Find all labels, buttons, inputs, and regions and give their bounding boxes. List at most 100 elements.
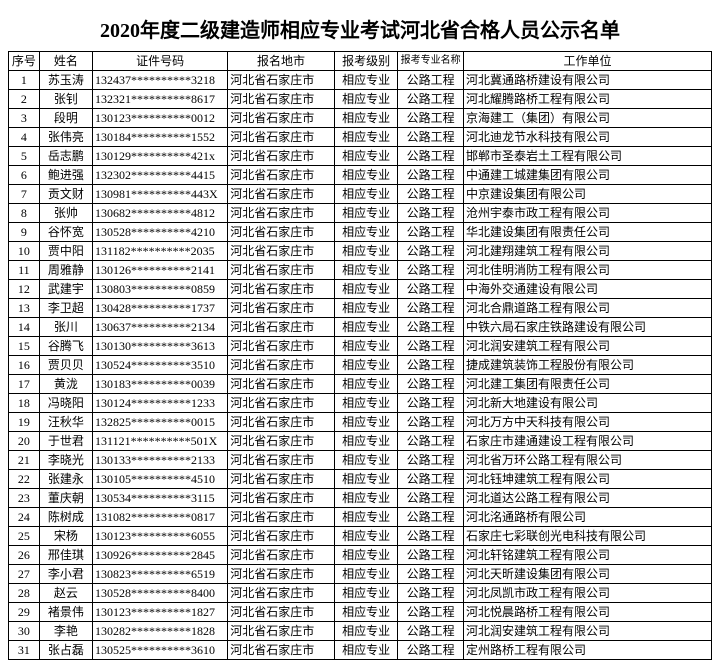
table-cell: 相应专业 (334, 508, 398, 527)
table-row: 8张帅130682**********4812河北省石家庄市相应专业公路工程沧州… (9, 204, 712, 223)
table-cell: 28 (9, 584, 40, 603)
table-cell: 河北省石家庄市 (228, 299, 335, 318)
table-cell: 130282**********1828 (93, 622, 228, 641)
table-cell: 冯晓阳 (39, 394, 92, 413)
col-id: 证件号码 (93, 52, 228, 71)
table-cell: 捷成建筑装饰工程股份有限公司 (463, 356, 711, 375)
table-cell: 邯郸市圣泰岩土工程有限公司 (463, 147, 711, 166)
table-cell: 河北建工集团有限责任公司 (463, 375, 711, 394)
table-cell: 130126**********2141 (93, 261, 228, 280)
table-cell: 周雅静 (39, 261, 92, 280)
table-cell: 公路工程 (398, 451, 464, 470)
page-title: 2020年度二级建造师相应专业考试河北省合格人员公示名单 (8, 8, 712, 51)
table-cell: 17 (9, 375, 40, 394)
table-cell: 公路工程 (398, 413, 464, 432)
table-cell: 河北省石家庄市 (228, 527, 335, 546)
table-row: 9谷怀宽130528**********4210河北省石家庄市相应专业公路工程华… (9, 223, 712, 242)
table-header-row: 序号 姓名 证件号码 报名地市 报考级别 报考专业名称 工作单位 (9, 52, 712, 71)
table-cell: 谷腾飞 (39, 337, 92, 356)
table-cell: 河北凤凯市政工程有限公司 (463, 584, 711, 603)
table-cell: 公路工程 (398, 71, 464, 90)
table-cell: 公路工程 (398, 584, 464, 603)
table-cell: 公路工程 (398, 470, 464, 489)
table-cell: 河北省石家庄市 (228, 261, 335, 280)
table-cell: 12 (9, 280, 40, 299)
table-cell: 1 (9, 71, 40, 90)
table-cell: 相应专业 (334, 527, 398, 546)
table-cell: 132437**********3218 (93, 71, 228, 90)
table-cell: 河北万方中天科技有限公司 (463, 413, 711, 432)
table-cell: 相应专业 (334, 584, 398, 603)
table-row: 17黄泷130183**********0039河北省石家庄市相应专业公路工程河… (9, 375, 712, 394)
table-cell: 130123**********6055 (93, 527, 228, 546)
table-row: 15谷腾飞130130**********3613河北省石家庄市相应专业公路工程… (9, 337, 712, 356)
table-cell: 河北省石家庄市 (228, 641, 335, 660)
table-cell: 130637**********2134 (93, 318, 228, 337)
table-cell: 谷怀宽 (39, 223, 92, 242)
table-cell: 河北道达公路工程有限公司 (463, 489, 711, 508)
table-cell: 131121**********501X (93, 432, 228, 451)
table-cell: 11 (9, 261, 40, 280)
table-cell: 130184**********1552 (93, 128, 228, 147)
table-cell: 8 (9, 204, 40, 223)
table-cell: 相应专业 (334, 71, 398, 90)
table-cell: 河北润安建筑工程有限公司 (463, 337, 711, 356)
table-cell: 16 (9, 356, 40, 375)
table-cell: 相应专业 (334, 185, 398, 204)
table-cell: 29 (9, 603, 40, 622)
table-cell: 130123**********0012 (93, 109, 228, 128)
col-seq: 序号 (9, 52, 40, 71)
table-cell: 相应专业 (334, 565, 398, 584)
table-row: 26邢佳琪130926**********2845河北省石家庄市相应专业公路工程… (9, 546, 712, 565)
table-cell: 130105**********4510 (93, 470, 228, 489)
table-cell: 130981**********443X (93, 185, 228, 204)
table-row: 19汪秋华132825**********0015河北省石家庄市相应专业公路工程… (9, 413, 712, 432)
table-cell: 13 (9, 299, 40, 318)
table-cell: 130124**********1233 (93, 394, 228, 413)
table-cell: 河北天昕建设集团有限公司 (463, 565, 711, 584)
table-cell: 贡文财 (39, 185, 92, 204)
table-row: 16贾贝贝130524**********3510河北省石家庄市相应专业公路工程… (9, 356, 712, 375)
table-cell: 31 (9, 641, 40, 660)
table-cell: 河北省石家庄市 (228, 71, 335, 90)
table-cell: 公路工程 (398, 147, 464, 166)
table-cell: 李小君 (39, 565, 92, 584)
table-row: 28赵云130528**********8400河北省石家庄市相应专业公路工程河… (9, 584, 712, 603)
table-cell: 15 (9, 337, 40, 356)
table-cell: 石家庄市建通建设工程有限公司 (463, 432, 711, 451)
table-row: 11周雅静130126**********2141河北省石家庄市相应专业公路工程… (9, 261, 712, 280)
table-cell: 河北省石家庄市 (228, 223, 335, 242)
table-cell: 公路工程 (398, 337, 464, 356)
table-row: 2张钊132321**********8617河北省石家庄市相应专业公路工程河北… (9, 90, 712, 109)
table-cell: 132302**********4415 (93, 166, 228, 185)
table-cell: 河北佳明消防工程有限公司 (463, 261, 711, 280)
table-cell: 河北悦晨路桥工程有限公司 (463, 603, 711, 622)
table-row: 30李艳130282**********1828河北省石家庄市相应专业公路工程河… (9, 622, 712, 641)
table-cell: 公路工程 (398, 489, 464, 508)
table-cell: 中海外交通建设有限公司 (463, 280, 711, 299)
table-cell: 邢佳琪 (39, 546, 92, 565)
table-cell: 130528**********4210 (93, 223, 228, 242)
table-cell: 沧州宇泰市政工程有限公司 (463, 204, 711, 223)
table-cell: 相应专业 (334, 128, 398, 147)
table-cell: 公路工程 (398, 508, 464, 527)
table-cell: 张占磊 (39, 641, 92, 660)
col-city: 报名地市 (228, 52, 335, 71)
table-cell: 相应专业 (334, 147, 398, 166)
table-cell: 河北省石家庄市 (228, 394, 335, 413)
table-cell: 130823**********6519 (93, 565, 228, 584)
table-row: 13李卫超130428**********1737河北省石家庄市相应专业公路工程… (9, 299, 712, 318)
table-cell: 河北省石家庄市 (228, 147, 335, 166)
table-row: 23董庆朝130534**********3115河北省石家庄市相应专业公路工程… (9, 489, 712, 508)
table-row: 29褚景伟130123**********1827河北省石家庄市相应专业公路工程… (9, 603, 712, 622)
table-cell: 河北耀腾路桥工程有限公司 (463, 90, 711, 109)
table-cell: 河北省石家庄市 (228, 128, 335, 147)
table-cell: 相应专业 (334, 261, 398, 280)
col-unit: 工作单位 (463, 52, 711, 71)
table-cell: 21 (9, 451, 40, 470)
table-cell: 河北省石家庄市 (228, 413, 335, 432)
table-row: 3段明130123**********0012河北省石家庄市相应专业公路工程京海… (9, 109, 712, 128)
table-cell: 董庆朝 (39, 489, 92, 508)
table-cell: 河北省石家庄市 (228, 584, 335, 603)
table-cell: 公路工程 (398, 90, 464, 109)
